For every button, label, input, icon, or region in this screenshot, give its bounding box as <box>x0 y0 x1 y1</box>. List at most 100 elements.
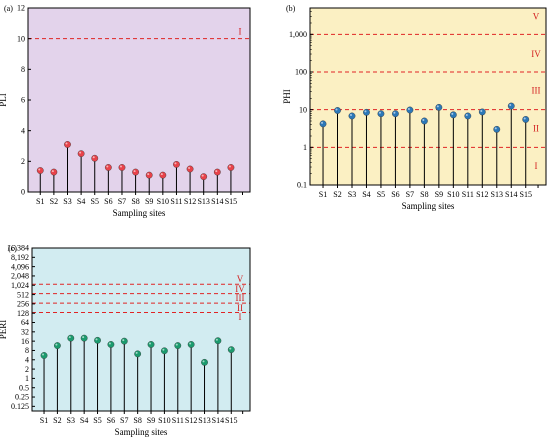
data-point-highlight <box>92 156 95 159</box>
data-point <box>377 110 385 118</box>
y-tick-label: 256 <box>17 300 29 309</box>
data-point <box>91 154 99 162</box>
x-tick-label: S7 <box>406 190 414 199</box>
data-point <box>161 347 168 355</box>
y-tick-label: 128 <box>17 309 29 318</box>
data-point-highlight <box>335 108 338 111</box>
x-tick-label: S1 <box>40 416 48 425</box>
data-point-highlight <box>215 170 218 173</box>
x-tick-label: S9 <box>145 197 153 206</box>
y-tick-label: 16 <box>21 337 29 346</box>
data-point <box>50 168 58 176</box>
data-point <box>120 337 128 345</box>
y-tick-label: 32 <box>21 328 29 337</box>
data-point <box>507 102 515 110</box>
data-point-highlight <box>82 336 85 339</box>
x-tick-label: S13 <box>198 416 210 425</box>
data-point <box>392 110 399 118</box>
x-tick-label: S11 <box>462 190 474 199</box>
x-tick-label: S2 <box>50 197 58 206</box>
data-point <box>201 358 208 366</box>
y-tick-label: 10 <box>299 105 307 114</box>
data-point <box>493 125 501 133</box>
data-point <box>522 116 530 123</box>
x-tick-label: S12 <box>476 190 488 199</box>
x-tick-label: S4 <box>362 190 370 199</box>
y-tick-label: 0.5 <box>19 383 29 392</box>
x-tick-label: S11 <box>172 416 184 425</box>
x-tick-label: S5 <box>93 416 101 425</box>
data-point <box>464 112 472 120</box>
data-point-highlight <box>68 336 71 339</box>
chart-a-pli: I 0 2 4 6 8 10 12 S1 S2 S3 S4 S5 S6 S7 S8 S9 S10 S11 S12 S13… <box>0 4 251 218</box>
plot-area <box>28 8 250 192</box>
y-tick-label: 12 <box>17 4 25 13</box>
plot-area <box>310 8 546 185</box>
data-point-highlight <box>509 104 512 107</box>
y-tick-label: 16,384 <box>7 244 29 253</box>
y-tick-label: 0.25 <box>15 393 29 402</box>
data-point-highlight <box>175 343 178 346</box>
axes-frame <box>309 7 547 186</box>
x-tick-label: S12 <box>185 416 197 425</box>
y-tick-label: 0.125 <box>11 402 29 411</box>
data-point-highlight <box>162 348 165 351</box>
data-point <box>64 141 71 148</box>
x-tick-label: S14 <box>212 416 224 425</box>
x-tick-label: S10 <box>157 197 169 206</box>
x-tick-label: S4 <box>80 416 88 425</box>
data-point <box>77 150 85 158</box>
y-axis-title: PLI <box>0 93 8 107</box>
data-point <box>67 334 75 342</box>
data-point <box>187 341 195 348</box>
x-tick-label: S11 <box>170 197 182 206</box>
x-tick-label: S1 <box>36 197 44 206</box>
data-point <box>132 168 139 176</box>
data-point-highlight <box>378 111 381 114</box>
axes-frame <box>31 247 251 412</box>
data-point-highlight <box>95 338 98 341</box>
threshold-label: V <box>237 274 244 284</box>
x-tick-label: S6 <box>391 190 399 199</box>
x-tick-label: S1 <box>319 190 327 199</box>
data-point-highlight <box>349 113 352 116</box>
data-point <box>147 341 155 348</box>
x-tick-label: S5 <box>91 197 99 206</box>
data-point <box>435 103 443 111</box>
data-point <box>40 352 48 359</box>
x-tick-label: S7 <box>118 197 126 206</box>
threshold-label: I <box>535 161 538 171</box>
x-tick-label: S12 <box>184 197 196 206</box>
data-point-highlight <box>106 165 109 168</box>
data-point-highlight <box>55 343 58 346</box>
x-tick-label: S15 <box>225 416 237 425</box>
x-tick-label: S9 <box>435 190 443 199</box>
y-tick-label: 0 <box>21 188 25 197</box>
y-tick-label: 4 <box>25 355 29 364</box>
data-point-highlight <box>133 170 136 173</box>
x-tick-label: S2 <box>53 416 61 425</box>
data-point-highlight <box>65 142 68 145</box>
data-point <box>213 168 221 176</box>
data-point-highlight <box>149 342 152 345</box>
y-tick-label: 2 <box>21 157 25 166</box>
y-tick-label: 1 <box>303 143 307 152</box>
data-point <box>118 164 126 171</box>
data-point <box>406 106 414 114</box>
y-tick-label: 0.1 <box>297 181 307 190</box>
plot-area <box>32 248 250 411</box>
data-point-highlight <box>122 339 125 342</box>
data-point <box>134 350 142 358</box>
data-point-highlight <box>189 342 192 345</box>
x-axis-title: Sampling sites <box>113 208 166 218</box>
data-point <box>478 108 486 116</box>
data-point <box>363 108 370 116</box>
threshold-label: V <box>533 11 540 21</box>
y-tick-label: 512 <box>17 290 29 299</box>
data-point-highlight <box>436 105 439 108</box>
data-point <box>227 346 235 354</box>
data-point <box>174 342 182 349</box>
x-tick-label: S14 <box>505 190 517 199</box>
data-point <box>145 171 153 179</box>
